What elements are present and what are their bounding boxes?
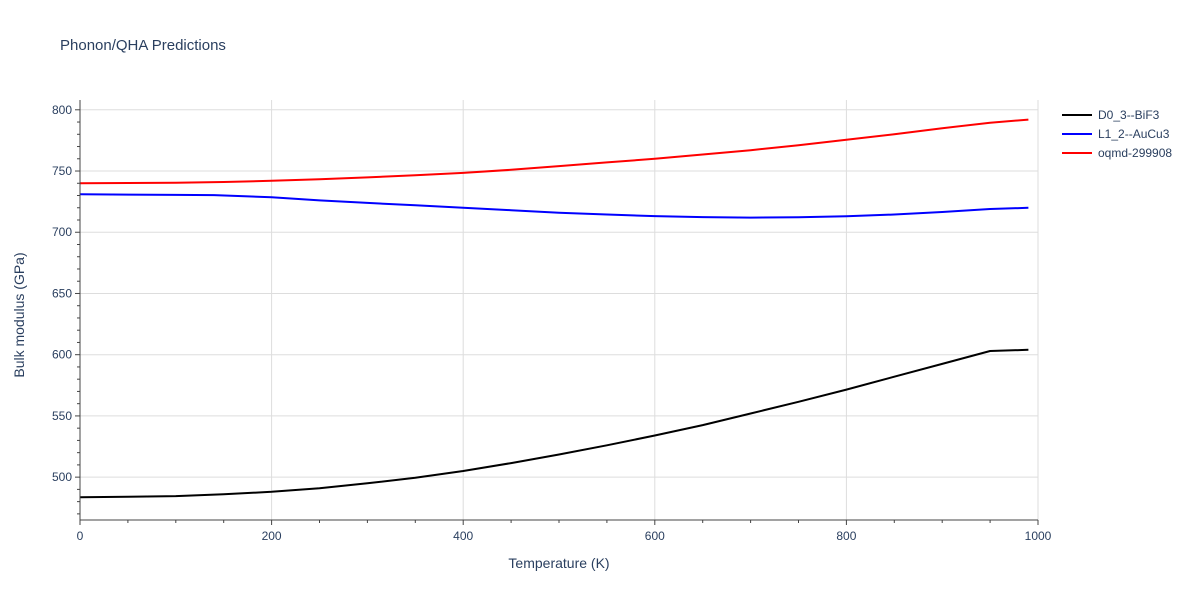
series-line: [79, 118, 1029, 185]
y-tick-label: 750: [52, 164, 72, 178]
legend-label: L1_2--AuCu3: [1098, 127, 1170, 141]
x-tick-label: 800: [836, 529, 856, 543]
x-tick-label: 600: [645, 529, 665, 543]
x-tick-label: 1000: [1025, 529, 1052, 543]
chart-title: Phonon/QHA Predictions: [60, 37, 226, 54]
x-tick-label: 0: [77, 529, 84, 543]
x-tick-label: 400: [453, 529, 473, 543]
y-tick-label: 600: [52, 348, 72, 362]
y-tick-label: 500: [52, 470, 72, 484]
legend-item[interactable]: D0_3--BiF3: [1062, 108, 1160, 122]
tick-labels: 0 200 400 600 800 1000 500 550 600 650 700 750 800: [52, 103, 1052, 543]
axes: [75, 100, 1039, 525]
legend-item[interactable]: oqmd-299908: [1062, 146, 1172, 160]
legend[interactable]: D0_3--BiF3 L1_2--AuCu3 oqmd-299908: [1062, 108, 1172, 160]
grid: [80, 100, 1039, 520]
y-tick-label: 800: [52, 103, 72, 117]
x-axis-title: Temperature (K): [508, 555, 609, 571]
y-tick-label: 700: [52, 225, 72, 239]
series-line: [79, 348, 1029, 499]
y-axis-title: Bulk modulus (GPa): [11, 252, 27, 377]
y-tick-label: 650: [52, 286, 72, 300]
series-line: [79, 193, 1029, 219]
x-tick-label: 200: [262, 529, 282, 543]
legend-item[interactable]: L1_2--AuCu3: [1062, 127, 1170, 141]
legend-label: oqmd-299908: [1098, 146, 1172, 160]
legend-label: D0_3--BiF3: [1098, 108, 1160, 122]
series-lines: [79, 118, 1029, 499]
y-tick-label: 550: [52, 409, 72, 423]
